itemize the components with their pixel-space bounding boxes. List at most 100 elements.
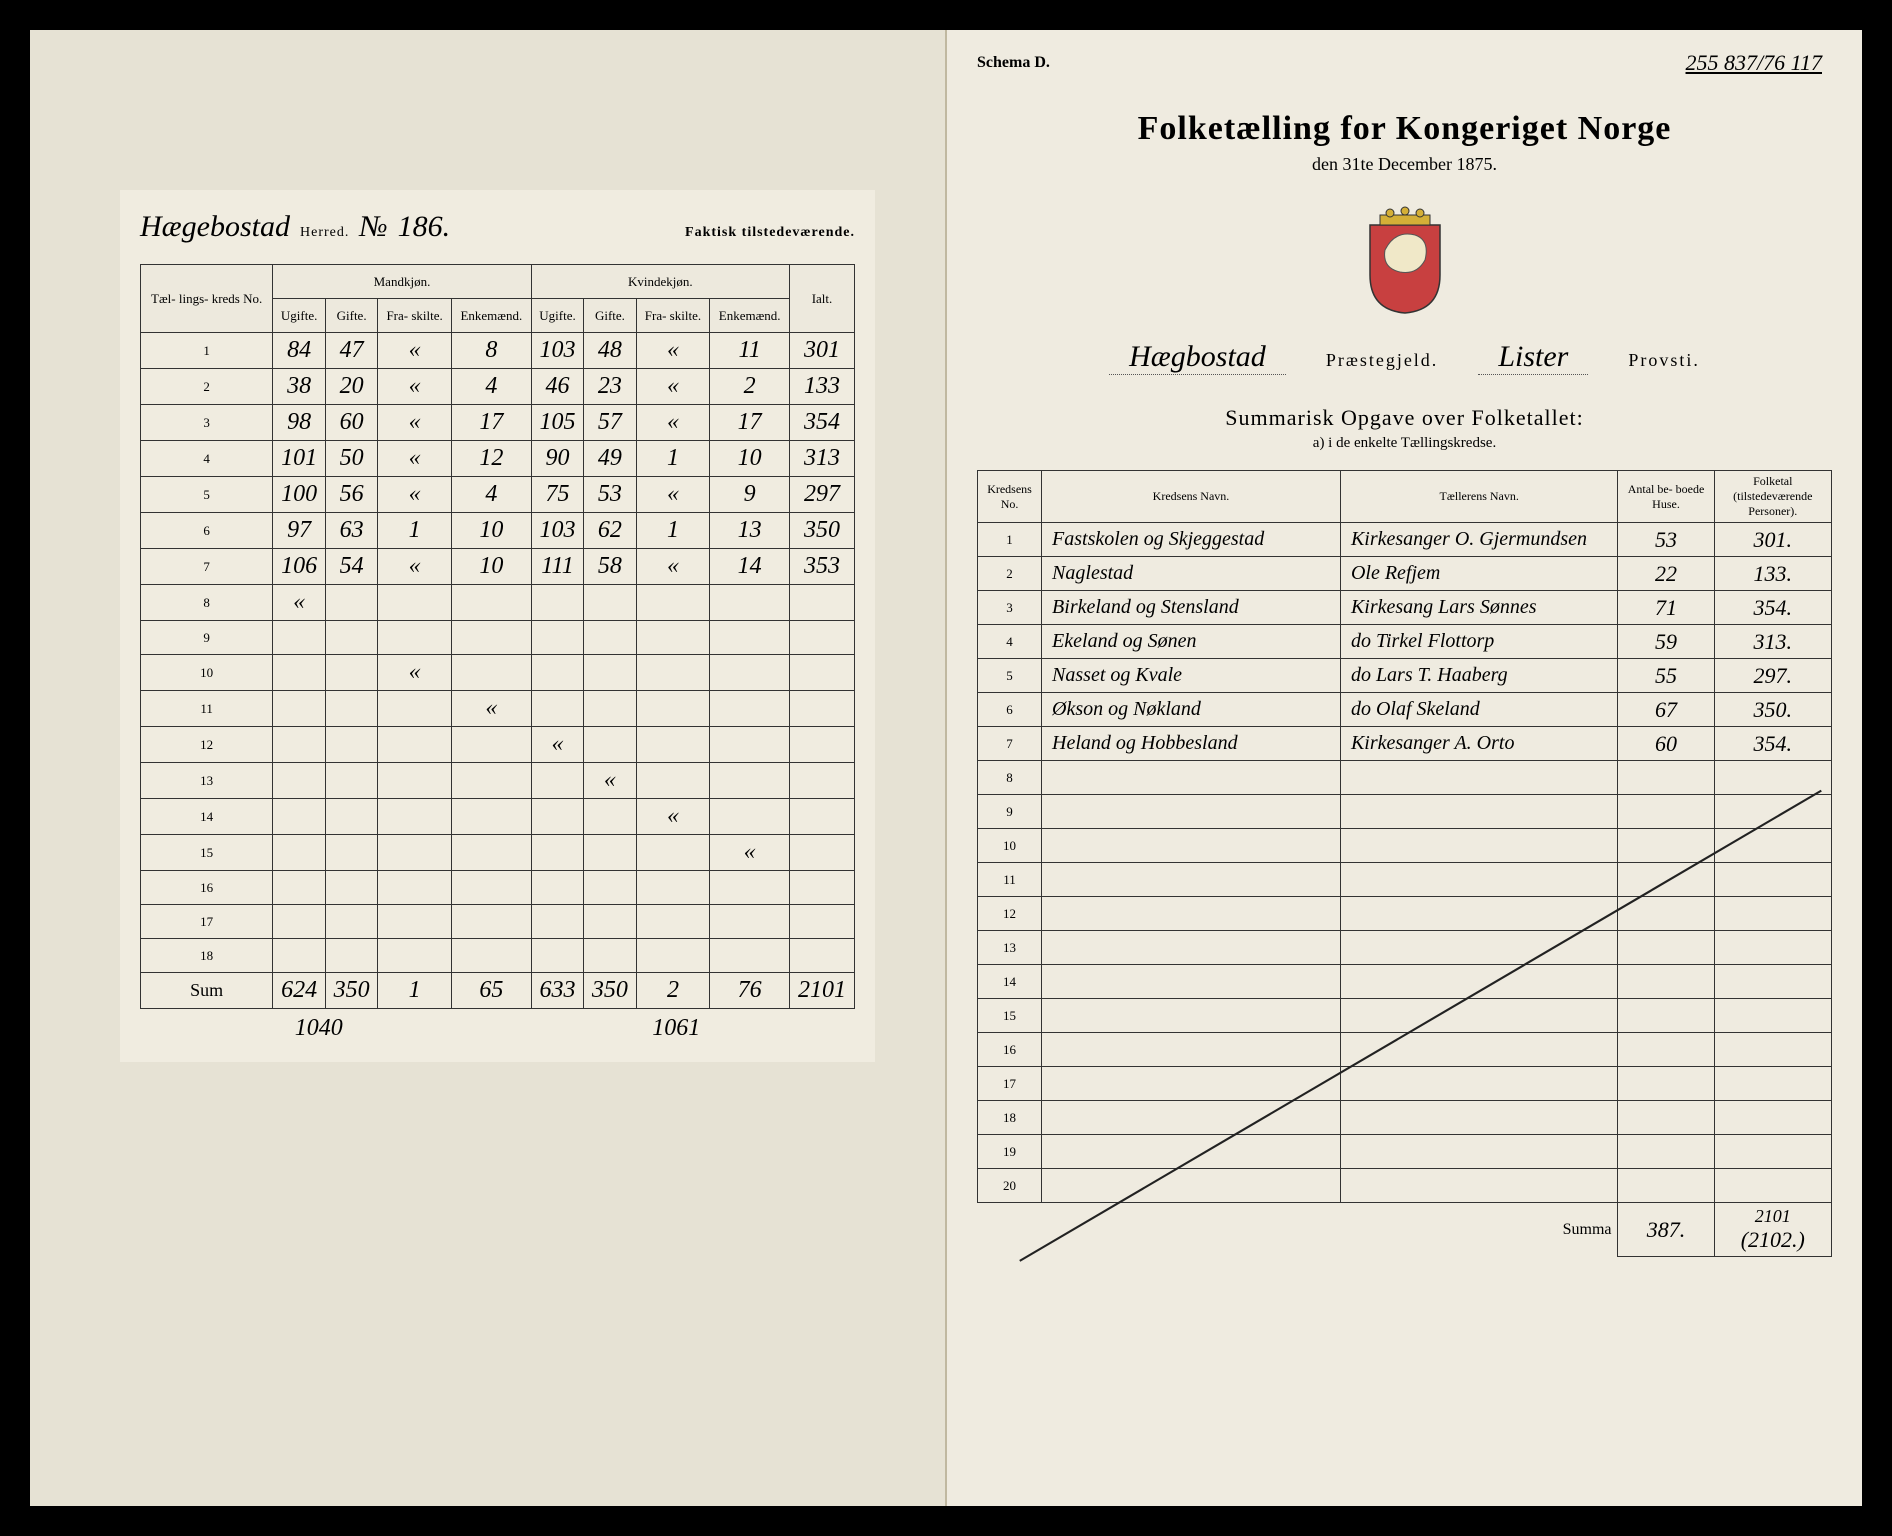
cell-value xyxy=(378,835,452,871)
cell-value xyxy=(789,939,854,973)
kreds-navn xyxy=(1042,1101,1341,1135)
cell-value xyxy=(584,655,636,691)
cell-value: 133 xyxy=(789,369,854,405)
cell-value: « xyxy=(378,655,452,691)
row-number: 12 xyxy=(141,727,273,763)
kreds-navn: Ekeland og Sønen xyxy=(1042,625,1341,659)
cell-value xyxy=(789,727,854,763)
row-number: 7 xyxy=(141,549,273,585)
kreds-navn xyxy=(1042,1169,1341,1203)
no-value: 186. xyxy=(398,210,451,244)
row-number: 18 xyxy=(978,1101,1042,1135)
row-number: 18 xyxy=(141,939,273,973)
cell-value: 48 xyxy=(584,333,636,369)
folk-count: 133. xyxy=(1714,557,1831,591)
cell-value xyxy=(273,763,326,799)
folk-count xyxy=(1714,1101,1831,1135)
left-page: Hægebostad Herred. № 186. Faktisk tilste… xyxy=(30,30,947,1506)
kreds-navn xyxy=(1042,897,1341,931)
taeller-navn xyxy=(1340,999,1618,1033)
cell-value: 38 xyxy=(273,369,326,405)
cell-value: 14 xyxy=(710,549,790,585)
cell-value xyxy=(789,763,854,799)
cell-value xyxy=(326,799,378,835)
cell-value xyxy=(636,763,710,799)
cell-value: « xyxy=(378,441,452,477)
cell-value: 98 xyxy=(273,405,326,441)
row-number: 13 xyxy=(141,763,273,799)
cell-value: 354 xyxy=(789,405,854,441)
cell-value: « xyxy=(452,691,532,727)
huse-count xyxy=(1618,999,1714,1033)
cell-value: 57 xyxy=(584,405,636,441)
table-row: 14« xyxy=(141,799,855,835)
folk-count xyxy=(1714,1169,1831,1203)
sum-label: Sum xyxy=(141,973,273,1009)
main-title: Folketælling for Kongeriget Norge xyxy=(977,110,1832,148)
right-page: Schema D. 255 837/76 117 Folketælling fo… xyxy=(947,30,1862,1506)
cell-value: 50 xyxy=(326,441,378,477)
cell-value: « xyxy=(636,405,710,441)
huse-count xyxy=(1618,1101,1714,1135)
cell-value: 90 xyxy=(531,441,584,477)
table-row: 15« xyxy=(141,835,855,871)
col-k-fra: Fra- skilte. xyxy=(636,299,710,333)
row-number: 9 xyxy=(978,795,1042,829)
row-number: 16 xyxy=(141,871,273,905)
cell-value xyxy=(378,799,452,835)
herred-label: Herred. xyxy=(300,225,349,241)
col-m-ugifte: Ugifte. xyxy=(273,299,326,333)
cell-value: 20 xyxy=(326,369,378,405)
cell-value xyxy=(789,621,854,655)
left-form: Hægebostad Herred. № 186. Faktisk tilste… xyxy=(120,190,875,1062)
cell-value xyxy=(710,621,790,655)
cell-value: 17 xyxy=(452,405,532,441)
huse-count: 71 xyxy=(1618,591,1714,625)
table-row: 11 xyxy=(978,863,1832,897)
cell-value: 350 xyxy=(789,513,854,549)
cell-value xyxy=(326,835,378,871)
cell-value xyxy=(326,727,378,763)
kreds-navn: Heland og Hobbesland xyxy=(1042,727,1341,761)
cell-value xyxy=(710,871,790,905)
summary-sub: a) i de enkelte Tællingskredse. xyxy=(977,435,1832,452)
kreds-navn xyxy=(1042,965,1341,999)
row-number: 8 xyxy=(978,761,1042,795)
col-m-gifte: Gifte. xyxy=(326,299,378,333)
cell-value xyxy=(584,621,636,655)
cell-value xyxy=(273,727,326,763)
cell-value: 111 xyxy=(531,549,584,585)
cell-value: « xyxy=(378,369,452,405)
huse-count: 67 xyxy=(1618,693,1714,727)
row-number: 6 xyxy=(141,513,273,549)
herred-name: Hægebostad xyxy=(140,210,290,244)
table-row: 15 xyxy=(978,999,1832,1033)
cell-value xyxy=(452,763,532,799)
cell-value: 103 xyxy=(531,333,584,369)
table-row: 510056«47553«9297 xyxy=(141,477,855,513)
table-row: 16 xyxy=(141,871,855,905)
top-right-annotation: 255 837/76 117 xyxy=(1686,50,1822,76)
table-row: 14 xyxy=(978,965,1832,999)
folk-count xyxy=(1714,829,1831,863)
cell-value: 58 xyxy=(584,549,636,585)
schema-label: Schema D. xyxy=(977,54,1050,72)
cell-value: « xyxy=(636,369,710,405)
cell-value xyxy=(531,691,584,727)
cell-value xyxy=(584,835,636,871)
table-row: 9 xyxy=(141,621,855,655)
kreds-navn: Birkeland og Stensland xyxy=(1042,591,1341,625)
taeller-navn xyxy=(1340,965,1618,999)
sum-ku: 633 xyxy=(531,973,584,1009)
cell-value: « xyxy=(378,333,452,369)
table-row: 12« xyxy=(141,727,855,763)
sum-kf: 2 xyxy=(636,973,710,1009)
cell-value xyxy=(710,905,790,939)
cell-value xyxy=(273,799,326,835)
cell-value xyxy=(710,727,790,763)
row-number: 3 xyxy=(141,405,273,441)
left-header: Hægebostad Herred. № 186. Faktisk tilste… xyxy=(140,210,855,244)
cell-value xyxy=(531,905,584,939)
under-sums: 1040 1061 xyxy=(140,1015,855,1042)
col-folketal: Folketal (tilstedeværende Personer). xyxy=(1714,471,1831,523)
